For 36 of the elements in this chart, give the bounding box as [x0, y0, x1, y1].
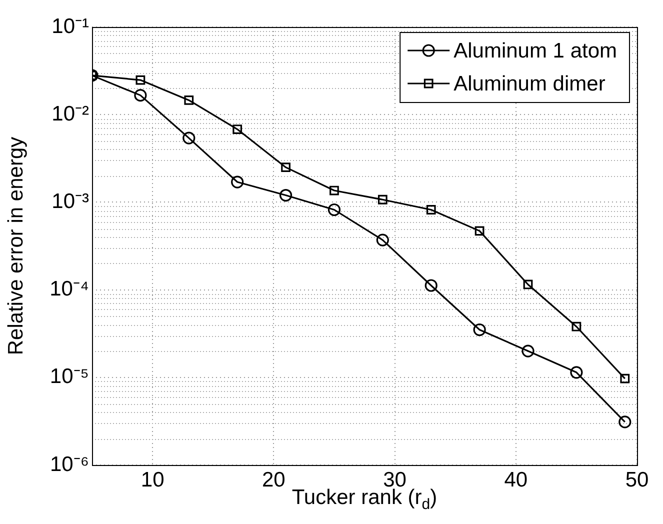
y-tick-label: 10⁻⁵ — [50, 365, 89, 388]
point — [279, 188, 292, 202]
point — [570, 366, 583, 379]
legend-label: Aluminum dimer — [454, 72, 606, 96]
point — [426, 205, 436, 214]
point — [523, 280, 533, 290]
y-tick-label: 10⁻⁶ — [50, 452, 89, 476]
y-tick-label: 10⁻⁴ — [50, 278, 89, 301]
y-tick-label: 10⁻³ — [52, 190, 89, 213]
point — [328, 203, 341, 216]
point — [184, 96, 194, 105]
point — [134, 89, 147, 102]
x-axis-title: Tucker rank (r$_{d}$) — [292, 486, 438, 514]
point — [231, 176, 244, 188]
x-tick-label: 40 — [504, 468, 528, 492]
point — [330, 186, 339, 196]
x-tick-label: 20 — [262, 468, 286, 492]
x-tick-label: 50 — [625, 468, 649, 492]
point — [618, 416, 632, 428]
point — [522, 344, 534, 358]
point — [572, 322, 582, 332]
point — [474, 226, 484, 236]
y-tick-label: 10⁻² — [52, 102, 89, 126]
point — [376, 234, 389, 246]
point — [473, 323, 486, 336]
x-tick-label: 10 — [140, 468, 164, 492]
point — [281, 162, 290, 172]
y-axis-title: Relative error in energy — [4, 136, 28, 356]
point — [620, 374, 630, 384]
point — [182, 132, 196, 144]
point — [424, 279, 438, 292]
point — [136, 75, 146, 85]
legend-label: Aluminum 1 atom — [454, 39, 618, 62]
point — [378, 194, 388, 204]
y-tick-label: 10⁻¹ — [52, 14, 89, 38]
point — [232, 124, 242, 134]
